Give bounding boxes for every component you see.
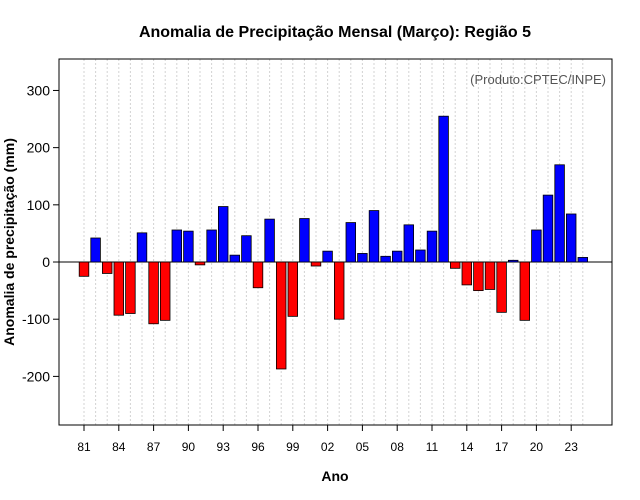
- bar-2004: [345, 222, 357, 263]
- bar-2002: [322, 250, 333, 263]
- bar-1999: [287, 261, 299, 317]
- x-tick-label: 87: [147, 440, 161, 454]
- bar-2008: [391, 250, 403, 263]
- bar-1981: [78, 261, 90, 277]
- x-tick-label: 11: [426, 440, 439, 454]
- x-tick-label: 02: [321, 440, 335, 454]
- x-tick-label: 90: [182, 440, 196, 454]
- bar-1993: [217, 206, 229, 263]
- bar-1998: [275, 261, 287, 370]
- bar-1996: [252, 261, 264, 289]
- bar-1990: [183, 230, 194, 263]
- bar-1982: [90, 237, 101, 263]
- bar-2021: [542, 194, 554, 263]
- bar-1984: [113, 261, 125, 316]
- source-annotation: (Produto:CPTEC/INPE): [470, 72, 606, 87]
- bar-1987: [148, 261, 159, 325]
- x-axis: 81 84 87 90 93 96 99 02 05 08 11 14 17 20 23: [77, 425, 578, 454]
- bar-2016: [484, 261, 496, 290]
- bar-2023: [566, 213, 577, 263]
- bar-2018: [507, 259, 519, 263]
- bar-1995: [241, 235, 252, 263]
- x-axis-label: Ano: [321, 468, 348, 484]
- x-tick-label: 93: [217, 440, 231, 454]
- bar-2010: [415, 249, 426, 263]
- bar-1988: [159, 261, 171, 321]
- bar-2007: [380, 255, 391, 263]
- y-tick-label: 200: [27, 140, 51, 156]
- x-tick-label: 20: [530, 440, 544, 454]
- bar-2022: [554, 164, 565, 263]
- bar-2006: [368, 210, 380, 263]
- x-tick-label: 81: [77, 440, 91, 454]
- plot-frame: [58, 58, 613, 426]
- chart-title: Anomalia de Precipitação Mensal (Março):…: [139, 24, 531, 41]
- bar-2009: [403, 224, 415, 263]
- bar-1985: [125, 261, 136, 314]
- grid-lines: [83, 59, 584, 425]
- x-tick-label: 99: [286, 440, 300, 454]
- bar-1991: [194, 261, 206, 266]
- x-tick-label: 84: [112, 440, 126, 454]
- y-tick-label: 0: [42, 254, 50, 270]
- bar-2000: [299, 218, 310, 263]
- bar-2013: [449, 261, 461, 269]
- y-tick-label: -200: [22, 368, 50, 384]
- bar-2017: [496, 261, 507, 313]
- bar-2011: [426, 230, 438, 263]
- bar-2003: [333, 261, 345, 320]
- bar-2024: [577, 257, 589, 263]
- bar-2001: [310, 261, 322, 267]
- bars: [78, 115, 589, 370]
- bar-2015: [473, 261, 484, 292]
- x-tick-label: 14: [460, 440, 474, 454]
- bar-2020: [531, 229, 542, 263]
- x-tick-label: 05: [356, 440, 370, 454]
- y-tick-label: -100: [22, 311, 50, 327]
- x-tick-label: 08: [391, 440, 405, 454]
- bar-1989: [171, 229, 183, 263]
- bar-2014: [461, 261, 473, 286]
- x-tick-label: 17: [495, 440, 509, 454]
- y-axis: -200 -100 0 100 200 300: [22, 82, 59, 384]
- bar-2012: [438, 115, 449, 263]
- bar-1994: [229, 254, 241, 263]
- bar-2019: [519, 261, 531, 321]
- x-tick-label: 23: [565, 440, 579, 454]
- bar-1986: [136, 232, 148, 263]
- y-tick-label: 300: [27, 82, 51, 98]
- bar-1997: [264, 218, 275, 263]
- bar-1983: [102, 261, 113, 274]
- y-tick-label: 100: [27, 197, 51, 213]
- bar-2005: [357, 253, 368, 263]
- bar-1992: [206, 229, 217, 263]
- x-tick-label: 96: [251, 440, 265, 454]
- y-axis-label: Anomalia de precipitação (mm): [1, 138, 17, 346]
